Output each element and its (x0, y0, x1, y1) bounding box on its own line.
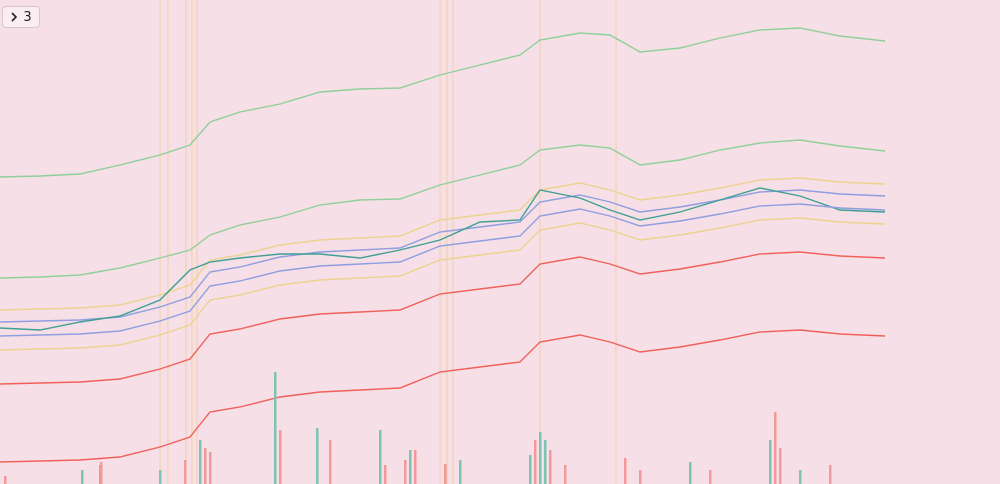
volume-bar (769, 440, 772, 484)
volume-bar (639, 470, 642, 484)
band-line (0, 203, 886, 337)
volume-bar (544, 440, 547, 484)
volume-bar (774, 412, 777, 484)
volume-bar (4, 476, 7, 484)
volume-bar (199, 440, 202, 484)
volume-bar (409, 450, 412, 484)
volume-bar (444, 464, 447, 484)
volume-bar (184, 460, 187, 484)
volume-bar (829, 465, 832, 484)
band-line (0, 177, 886, 311)
volume-bar (100, 462, 103, 484)
volume-bar (209, 452, 212, 484)
chevron-icon (11, 12, 18, 22)
volume-bar (624, 458, 627, 484)
volume-bar (316, 428, 319, 484)
volume-bar (159, 470, 162, 484)
band-line (0, 217, 886, 351)
volume-bar (384, 465, 387, 484)
volume-bar (549, 450, 552, 484)
volume-bar (689, 462, 692, 484)
volume-bar (564, 465, 567, 484)
volume-bar (81, 470, 84, 484)
volume-bar (709, 470, 712, 484)
band-line (0, 329, 886, 463)
volume-bar (329, 440, 332, 484)
band-line (0, 27, 886, 178)
collapse-button[interactable]: 3 (2, 6, 40, 28)
volume-bar (459, 460, 462, 484)
volume-bar (414, 450, 417, 484)
volume-bar (779, 448, 782, 484)
band-line (0, 251, 886, 385)
volume-bar (799, 470, 802, 484)
volume-bar (404, 460, 407, 484)
volume-bar (274, 372, 277, 484)
volume-bar (279, 430, 282, 484)
band-line (0, 139, 886, 279)
volume-bar (379, 430, 382, 484)
band-line (0, 187, 886, 331)
volume-bar (534, 440, 537, 484)
volume-bar (529, 455, 532, 484)
volume-bar (539, 432, 542, 484)
button-label: 3 (23, 9, 32, 25)
volume-bar (204, 448, 207, 484)
